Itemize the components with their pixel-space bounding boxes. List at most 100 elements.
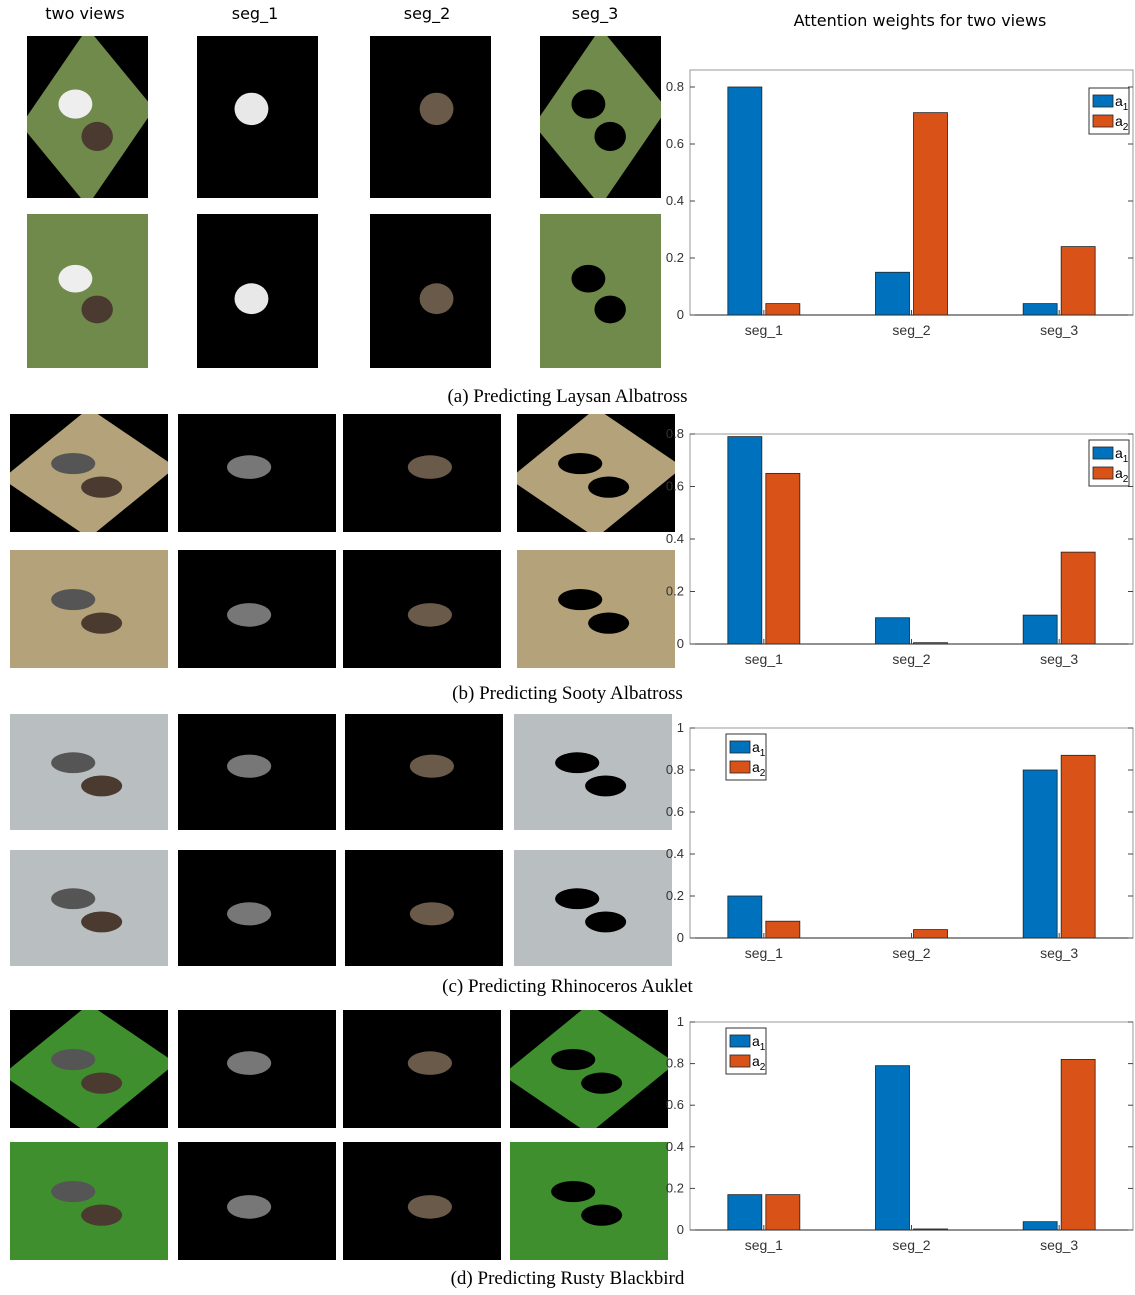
thumb-b-row2-col3 <box>517 550 675 668</box>
caption-b: (b) Predicting Sooty Albatross <box>452 683 683 704</box>
bar-a2-seg_2 <box>913 1228 948 1231</box>
caption-d: (d) Predicting Rusty Blackbird <box>450 1268 685 1289</box>
thumb-b-row2-col2 <box>343 550 501 668</box>
chart-title: Attention weights for two views <box>794 11 1047 30</box>
bar-a1-seg_3 <box>1022 1221 1058 1231</box>
thumb-d-row1-col1 <box>178 1010 336 1128</box>
bar-a1-seg_3 <box>1022 769 1058 939</box>
thumb-c-row1-col3 <box>514 714 672 830</box>
legend-swatch-a1 <box>729 1034 751 1048</box>
x-tick-label: seg_2 <box>892 651 930 667</box>
bar-a1-seg_3 <box>1022 614 1058 645</box>
bar-a1-seg_2 <box>875 617 910 645</box>
chart-d: 0 0.2 0.4 0.6 0.8 1 seg_1 seg_2 seg_3 a1 a2 <box>640 1010 1135 1260</box>
bar-a2-seg_3 <box>1060 1059 1096 1231</box>
y-tick-label: 0.8 <box>666 426 684 441</box>
legend-swatch-a2 <box>1092 114 1114 128</box>
legend-swatch-a2 <box>1092 466 1114 480</box>
x-tick-label: seg_3 <box>1040 1237 1078 1253</box>
x-tick-label: seg_3 <box>1040 945 1078 961</box>
y-tick-label: 0.8 <box>666 1056 684 1071</box>
thumb-d-row1-col2 <box>343 1010 501 1128</box>
thumb-b-row1-col0 <box>10 414 168 532</box>
thumb-a-row2-col2 <box>370 214 491 368</box>
header-seg-2: seg_2 <box>403 4 451 23</box>
y-tick-label: 0.6 <box>666 1097 684 1112</box>
bar-a1-seg_1 <box>727 86 763 316</box>
y-tick-label: 0.2 <box>666 584 684 599</box>
thumb-d-row2-col3 <box>510 1142 668 1260</box>
thumb-a-row1-col0 <box>27 36 148 198</box>
y-tick-label: 0 <box>677 1222 684 1237</box>
bar-a2-seg_1 <box>765 303 801 316</box>
x-tick-label: seg_1 <box>745 322 783 338</box>
y-tick-label: 0.4 <box>666 193 684 208</box>
legend-swatch-a2 <box>729 1054 751 1068</box>
x-tick-label: seg_2 <box>892 945 930 961</box>
bar-a2-seg_1 <box>765 472 801 645</box>
thumb-a-row2-col1 <box>197 214 318 368</box>
legend-swatch-a1 <box>729 740 751 754</box>
chart-a: Attention weights for two views 0 0.2 0.4 0.… <box>640 0 1135 355</box>
y-tick-label: 0.2 <box>666 888 684 903</box>
bar-a2-seg_1 <box>765 1194 801 1231</box>
bar-a1-seg_1 <box>727 1194 763 1231</box>
bar-a2-seg_2 <box>913 642 948 645</box>
x-tick-label: seg_2 <box>892 1237 930 1253</box>
header-seg-3: seg_3 <box>571 4 619 23</box>
y-tick-label: 0 <box>677 636 684 651</box>
y-tick-label: 0.6 <box>666 804 684 819</box>
y-tick-label: 0.4 <box>666 1139 684 1154</box>
x-tick-label: seg_1 <box>745 651 783 667</box>
thumb-c-row2-col1 <box>178 850 336 966</box>
bar-a1-seg_3 <box>1022 303 1058 316</box>
thumb-b-row1-col3 <box>517 414 675 532</box>
bar-a2-seg_2 <box>913 929 948 939</box>
chart-c: 0 0.2 0.4 0.6 0.8 1 seg_1 seg_2 seg_3 a1 a2 <box>640 716 1135 972</box>
y-tick-label: 0.8 <box>666 762 684 777</box>
bar-a2-seg_3 <box>1060 246 1096 316</box>
bar-a2-seg_3 <box>1060 754 1096 939</box>
bar-a1-seg_1 <box>727 436 763 645</box>
thumb-c-row2-col0 <box>10 850 168 966</box>
header-two-views: two views <box>45 4 125 23</box>
bar-a2-seg_2 <box>913 112 948 316</box>
x-tick-label: seg_3 <box>1040 651 1078 667</box>
chart-a-svg: Attention weights for two views 0 0.2 0.4 0.… <box>666 11 1134 338</box>
thumb-a-row2-col0 <box>27 214 148 368</box>
caption-a: (a) Predicting Laysan Albatross <box>447 386 688 407</box>
y-tick-label: 0.4 <box>666 531 684 546</box>
thumb-b-row1-col2 <box>343 414 501 532</box>
thumb-d-row2-col2 <box>343 1142 501 1260</box>
y-tick-label: 1 <box>677 1014 684 1029</box>
thumb-c-row1-col2 <box>345 714 503 830</box>
y-tick-label: 0.6 <box>666 136 684 151</box>
chart-b: 0 0.2 0.4 0.6 0.8 seg_1 seg_2 seg_3 a1 a2 <box>640 418 1135 680</box>
thumb-b-row1-col1 <box>178 414 336 532</box>
thumb-d-row2-col0 <box>10 1142 168 1260</box>
thumb-d-row1-col0 <box>10 1010 168 1128</box>
bar-a2-seg_1 <box>765 920 801 939</box>
y-tick-label: 0.4 <box>666 846 684 861</box>
bar-a1-seg_2 <box>875 271 910 316</box>
x-tick-label: seg_1 <box>745 1237 783 1253</box>
bar-a1-seg_2 <box>875 1065 910 1231</box>
thumb-d-row2-col1 <box>178 1142 336 1260</box>
thumb-c-row2-col3 <box>514 850 672 966</box>
thumb-a-row1-col2 <box>370 36 491 198</box>
legend-swatch-a2 <box>729 760 751 774</box>
y-tick-label: 0.6 <box>666 479 684 494</box>
bar-a1-seg_1 <box>727 895 763 939</box>
caption-c: (c) Predicting Rhinoceros Auklet <box>442 976 693 997</box>
thumb-d-row1-col3 <box>510 1010 668 1128</box>
thumb-b-row2-col0 <box>10 550 168 668</box>
legend-swatch-a1 <box>1092 446 1114 460</box>
thumb-c-row1-col0 <box>10 714 168 830</box>
y-tick-label: 0.8 <box>666 79 684 94</box>
y-tick-label: 1 <box>677 720 684 735</box>
header-seg-1: seg_1 <box>231 4 279 23</box>
y-tick-label: 0.2 <box>666 250 684 265</box>
thumb-a-row1-col3 <box>540 36 661 198</box>
